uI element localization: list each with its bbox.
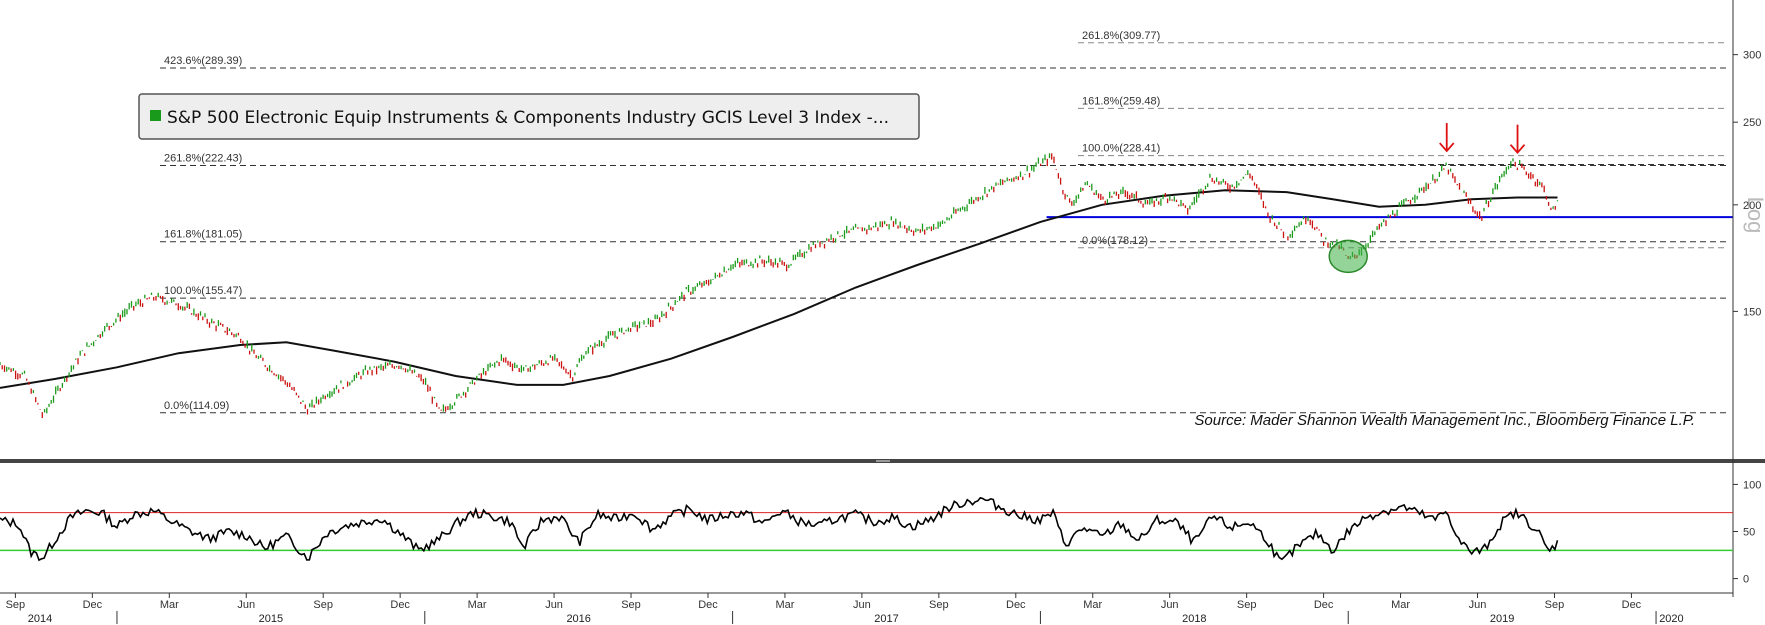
price-y-tick-label: 200 xyxy=(1743,200,1761,212)
legend-box xyxy=(138,93,920,140)
month-tick-label: Dec xyxy=(1622,599,1642,611)
fib-label-a-4: 0.0%(114.09) xyxy=(164,400,229,412)
month-tick-label: Jun xyxy=(545,599,563,611)
month-tick-label: Sep xyxy=(929,599,949,611)
fib-label-a-2: 161.8%(181.05) xyxy=(164,229,242,241)
month-tick-label: Mar xyxy=(1083,599,1102,611)
month-tick-label: Dec xyxy=(83,599,103,611)
month-tick-label: Sep xyxy=(313,599,333,611)
month-tick-label: Mar xyxy=(1391,599,1410,611)
price-bars-layer xyxy=(0,153,1559,418)
legend-marker xyxy=(150,110,161,121)
month-tick-label: Dec xyxy=(698,599,718,611)
moving-average-layer xyxy=(0,189,1558,389)
panel-divider-handle xyxy=(876,460,890,462)
red-arrow-head-0 xyxy=(1439,142,1455,153)
month-tick-label: Dec xyxy=(1314,599,1334,611)
legend-label: S&P 500 Electronic Equip Instruments & C… xyxy=(167,108,889,128)
highlight-circle xyxy=(1328,239,1368,274)
fibonacci-levels: 423.6%(289.39) 261.8%(222.43) 161.8%(181.0… xyxy=(160,30,1728,414)
fib-label-a-0: 423.6%(289.39) xyxy=(164,55,242,67)
fib-label-a-1: 261.8%(222.43) xyxy=(164,152,242,164)
year-label: 2015 xyxy=(259,613,283,625)
rsi-panel xyxy=(0,496,1733,562)
year-label: 2014 xyxy=(28,613,52,625)
fib-label-b-0: 261.8%(309.77) xyxy=(1082,30,1160,42)
legend: S&P 500 Electronic Equip Instruments & C… xyxy=(138,93,920,140)
fib-label-b-2: 100.0%(228.41) xyxy=(1082,143,1160,155)
month-tick-label: Sep xyxy=(1545,599,1565,611)
rsi-y-tick-label: 0 xyxy=(1743,574,1749,586)
month-tick-label: Jun xyxy=(1161,599,1179,611)
rsi-line xyxy=(0,496,1559,562)
red-arrow-head-1 xyxy=(1509,144,1526,155)
month-tick-label: Jun xyxy=(1469,599,1487,611)
rsi-y-tick-label: 100 xyxy=(1743,479,1761,491)
price-y-tick-label: 250 xyxy=(1743,117,1761,129)
month-tick-label: Dec xyxy=(390,599,410,611)
year-label: 2020 xyxy=(1659,613,1683,625)
annotations-layer xyxy=(1328,123,1526,274)
month-tick-label: Jun xyxy=(237,599,255,611)
log-scale-label: Log xyxy=(1743,197,1765,234)
moving-average-line xyxy=(0,189,1558,389)
year-label: 2017 xyxy=(874,613,898,625)
price-y-tick-label: 300 xyxy=(1743,50,1761,62)
price-y-tick-label: 150 xyxy=(1743,306,1761,318)
fib-label-a-3: 100.0%(155.47) xyxy=(164,285,242,297)
source-note: Source: Mader Shannon Wealth Management … xyxy=(1194,412,1695,429)
month-tick-label: Sep xyxy=(1237,599,1257,611)
fib-label-b-3: 0.0%(178.12) xyxy=(1082,235,1148,247)
fib-label-b-1: 161.8%(259.48) xyxy=(1082,95,1160,107)
month-tick-label: Mar xyxy=(775,599,794,611)
month-tick-label: Mar xyxy=(468,599,487,611)
month-tick-label: Dec xyxy=(1006,599,1026,611)
month-tick-label: Mar xyxy=(160,599,179,611)
year-label: 2018 xyxy=(1182,613,1206,625)
axes: 150 200 250 300 0 50 100 Sep Dec Mar Jun Sep Dec Mar J… xyxy=(6,50,1762,625)
month-tick-label: Sep xyxy=(6,599,26,611)
month-tick-label: Sep xyxy=(621,599,641,611)
rsi-y-tick-label: 50 xyxy=(1743,527,1755,539)
month-tick-label: Jun xyxy=(853,599,871,611)
year-label: 2019 xyxy=(1490,613,1514,625)
year-label: 2016 xyxy=(566,613,590,625)
